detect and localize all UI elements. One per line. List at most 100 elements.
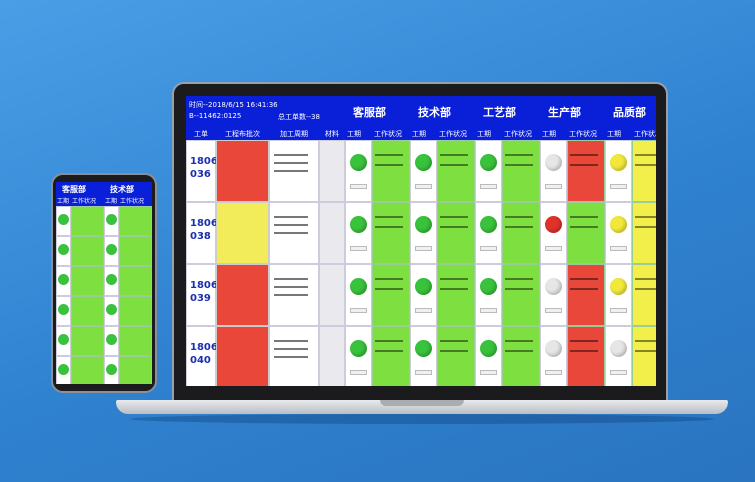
material-cell — [319, 264, 345, 326]
status-cell — [372, 264, 410, 326]
status-light — [350, 216, 367, 233]
cycle-note — [274, 162, 308, 164]
phone-status-light — [58, 244, 69, 255]
status-cell — [502, 140, 540, 202]
cycle-note — [274, 216, 308, 218]
phone-status-cell — [119, 236, 152, 266]
status-light — [415, 154, 432, 171]
status-note — [635, 288, 656, 290]
phone-status-light — [58, 274, 69, 285]
status-note — [505, 278, 533, 280]
light-cell — [540, 140, 567, 202]
status-note — [505, 340, 533, 342]
order-number: 1806 — [190, 280, 218, 291]
light-button — [415, 370, 432, 375]
status-light — [480, 154, 497, 171]
status-note — [440, 216, 468, 218]
phone-status-light — [106, 244, 117, 255]
status-cell — [567, 202, 605, 264]
light-cell — [540, 264, 567, 326]
phone-dept-column-header: 工作状况 — [72, 198, 97, 205]
cycle-note — [274, 348, 308, 350]
status-note — [440, 340, 468, 342]
order-number: 1806 — [190, 218, 218, 229]
phone-screen: 客服部 工期 工作状况 技术部 工期 工作状况 — [56, 182, 152, 384]
department-name: 生产部 — [548, 106, 581, 119]
phone-status-cell — [119, 296, 152, 326]
header-code: B--11462:0125 — [189, 112, 242, 120]
header-total: 总工单数--38 — [278, 113, 320, 121]
status-note — [375, 154, 403, 156]
phone-status-cell — [71, 236, 104, 266]
phone-status-cell — [119, 206, 152, 236]
status-cell — [632, 264, 656, 326]
laptop-screen: 时间--2018/6/15 16:41:36 B--11462:0125 总工单数-… — [186, 96, 656, 386]
light-cell — [410, 202, 437, 264]
phone-status-light — [106, 274, 117, 285]
light-button — [415, 184, 432, 189]
light-cell — [605, 202, 632, 264]
status-cell — [632, 140, 656, 202]
phone-status-cell — [71, 206, 104, 236]
status-note — [440, 164, 468, 166]
status-cell — [372, 202, 410, 264]
batch-cell — [216, 264, 269, 326]
status-note — [505, 154, 533, 156]
light-button — [480, 370, 497, 375]
laptop-notch — [380, 400, 464, 406]
light-cell — [345, 202, 372, 264]
order-number: 1806 — [190, 342, 218, 353]
status-light — [350, 154, 367, 171]
status-light — [480, 278, 497, 295]
status-note — [505, 164, 533, 166]
status-note — [570, 288, 598, 290]
status-cell — [437, 264, 475, 326]
status-note — [570, 216, 598, 218]
light-button — [350, 308, 367, 313]
status-note — [570, 350, 598, 352]
status-light — [480, 340, 497, 357]
cycle-note — [274, 224, 308, 226]
phone-status-cell — [71, 326, 104, 356]
status-cell — [632, 326, 656, 386]
dept-column-header: 工作状况 — [504, 130, 532, 138]
status-note — [505, 350, 533, 352]
status-note — [440, 350, 468, 352]
light-button — [350, 370, 367, 375]
status-note — [635, 350, 656, 352]
column-header: 工单 — [194, 130, 208, 138]
light-cell — [475, 264, 502, 326]
status-note — [505, 226, 533, 228]
order-cell — [186, 264, 216, 326]
light-cell — [345, 264, 372, 326]
status-note — [375, 288, 403, 290]
light-cell — [475, 140, 502, 202]
light-cell — [345, 140, 372, 202]
order-cell — [186, 140, 216, 202]
phone-dept-column-header: 工作状况 — [120, 198, 145, 205]
status-light — [545, 340, 562, 357]
status-note — [375, 278, 403, 280]
light-button — [610, 308, 627, 313]
status-note — [440, 278, 468, 280]
light-button — [350, 184, 367, 189]
status-note — [570, 340, 598, 342]
order-number: 036 — [190, 169, 211, 180]
light-button — [415, 308, 432, 313]
light-button — [610, 184, 627, 189]
phone-status-light — [106, 214, 117, 225]
status-light — [610, 154, 627, 171]
light-cell — [605, 264, 632, 326]
status-light — [545, 278, 562, 295]
status-note — [635, 164, 656, 166]
status-note — [440, 226, 468, 228]
light-cell — [475, 202, 502, 264]
material-cell — [319, 140, 345, 202]
dept-column-header: 工期 — [542, 130, 556, 138]
cycle-note — [274, 294, 308, 296]
status-note — [440, 288, 468, 290]
phone-dept-column-header: 工期 — [57, 198, 70, 205]
phone-status-cell — [119, 266, 152, 296]
light-button — [610, 370, 627, 375]
